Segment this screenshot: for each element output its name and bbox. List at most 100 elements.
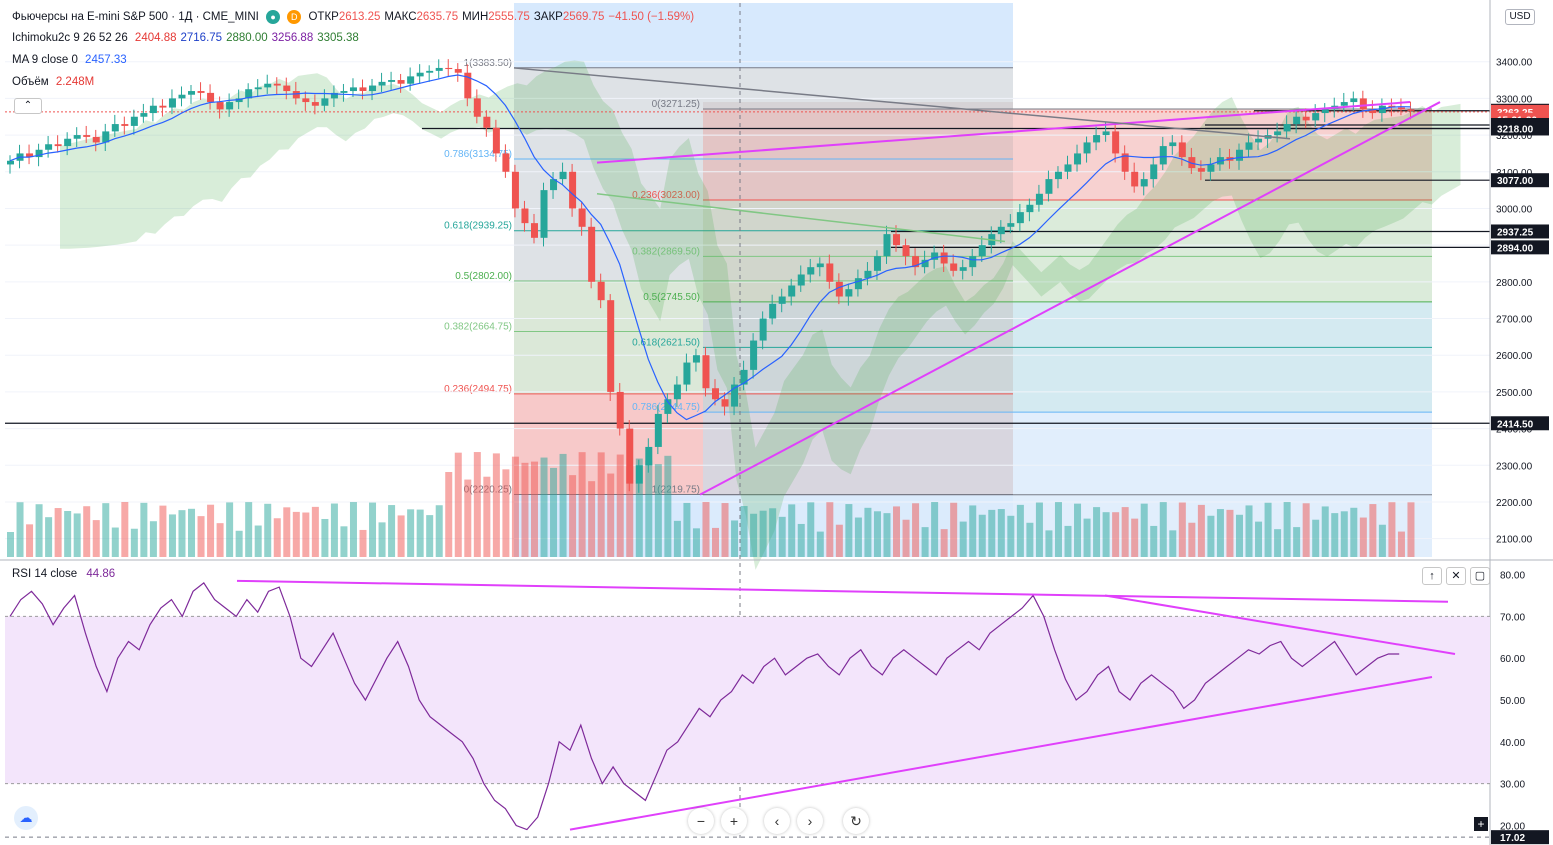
chevron-up-icon[interactable]: ⌃ xyxy=(14,98,42,114)
volume-bar xyxy=(140,502,148,557)
volume-bar xyxy=(311,506,319,557)
candle-body xyxy=(511,171,519,209)
candle-body xyxy=(588,226,596,282)
candle-body xyxy=(26,153,34,158)
candle-body xyxy=(788,285,796,297)
volume-bar xyxy=(121,502,129,557)
candle-body xyxy=(330,92,338,99)
volume-bar xyxy=(616,454,624,557)
volume-legend[interactable]: Объём 2.248M xyxy=(12,76,98,88)
candle-body xyxy=(1102,131,1110,136)
candle-body xyxy=(1321,109,1329,114)
candle-body xyxy=(130,116,138,126)
reset-icon[interactable]: ↻ xyxy=(843,808,869,834)
ichimoku-label: Ichimoku2c 9 26 52 26 xyxy=(12,32,128,44)
volume-bar xyxy=(159,505,167,557)
candle-body xyxy=(502,153,510,172)
candle-body xyxy=(407,76,415,84)
candle-body xyxy=(1359,98,1367,110)
candle-body xyxy=(149,105,157,114)
candle-body xyxy=(721,399,729,407)
fib-left-label-2: 0.618(2939.25) xyxy=(444,221,512,232)
volume-bar xyxy=(16,502,24,557)
ohlc-3: ЗАКР xyxy=(533,11,563,24)
ichimoku-value-2: 2880.00 xyxy=(226,32,268,44)
candle-body xyxy=(1112,131,1120,154)
candle-body xyxy=(664,399,672,414)
ma-line xyxy=(9,74,1411,421)
volume-bar xyxy=(1321,506,1329,557)
candle-body xyxy=(969,256,977,268)
rsi-tick-4: 60.00 xyxy=(1500,654,1525,665)
trend-line-grey xyxy=(513,67,1291,140)
price-label-5: 3077.00 xyxy=(1497,176,1534,187)
volume-bar xyxy=(35,504,43,557)
volume-bar xyxy=(530,461,538,557)
volume-bar xyxy=(997,509,1005,557)
volume-bar xyxy=(464,479,472,557)
volume-bar xyxy=(83,506,91,557)
candle-body xyxy=(92,136,100,143)
volume-bar xyxy=(1235,514,1243,557)
rsi-legend[interactable]: RSI 14 close 44.86 xyxy=(12,568,115,580)
candle-body xyxy=(597,281,605,301)
candle-body xyxy=(997,226,1005,235)
fib-right-label-2: 0.382(2869.50) xyxy=(632,246,700,257)
candle-body xyxy=(235,98,243,103)
zoom-out-icon[interactable]: − xyxy=(688,808,714,834)
price-label-4: 3218.00 xyxy=(1497,124,1534,135)
candle-body xyxy=(1131,171,1139,187)
price-label-8: 2414.50 xyxy=(1497,419,1534,430)
ichimoku-legend[interactable]: Ichimoku2c 9 26 52 26 2404.88 2716.75 2880… xyxy=(12,32,367,44)
volume-bar xyxy=(1121,507,1129,557)
currency-button[interactable]: USD xyxy=(1505,9,1535,25)
candle-body xyxy=(140,113,148,117)
candle-body xyxy=(435,67,443,71)
volume-bar xyxy=(388,505,396,557)
zoom-in-icon[interactable]: + xyxy=(721,808,747,834)
candle-body xyxy=(1064,164,1072,172)
candle-body xyxy=(873,256,881,271)
volume-bar xyxy=(1197,504,1205,557)
candle-body xyxy=(578,208,586,227)
fib-right-label-3: 0.5(2745.50) xyxy=(643,292,700,303)
volume-bar xyxy=(931,502,939,557)
candle-body xyxy=(635,465,643,484)
volume-bar xyxy=(1245,505,1253,557)
candle-body xyxy=(1350,98,1358,103)
candle-body xyxy=(826,263,834,282)
volume-bar xyxy=(1312,519,1320,557)
volume-bar xyxy=(302,512,310,557)
volume-bar xyxy=(292,511,300,557)
volume-bar xyxy=(378,522,386,557)
rsi-close-icon[interactable]: ✕ xyxy=(1446,567,1466,585)
volume-bar xyxy=(588,481,596,557)
candle-body xyxy=(283,85,291,92)
volume-bar xyxy=(1140,503,1148,557)
candle-body xyxy=(797,274,805,286)
rsi-maximize-icon[interactable]: ▢ xyxy=(1470,567,1490,585)
scroll-right-icon[interactable]: › xyxy=(797,808,823,834)
volume-bar xyxy=(683,502,691,557)
candle-body xyxy=(302,98,310,103)
candle-body xyxy=(1407,109,1415,111)
volume-bar xyxy=(521,462,529,557)
volume-bar xyxy=(92,520,100,557)
ma-legend[interactable]: MA 9 close 0 2457.33 xyxy=(12,54,131,66)
candle-body xyxy=(1074,153,1082,165)
scroll-left-icon[interactable]: ‹ xyxy=(764,808,790,834)
tradingview-logo-icon[interactable]: ☁ xyxy=(14,806,38,830)
volume-bar xyxy=(197,516,205,557)
volume-bar xyxy=(645,460,653,557)
candle-body xyxy=(902,245,910,257)
rsi-move-up-icon[interactable]: ↑ xyxy=(1422,567,1442,585)
add-plus-icon[interactable]: + xyxy=(1474,817,1488,831)
candle-body xyxy=(864,270,872,279)
candle-body xyxy=(311,102,319,106)
candle-body xyxy=(692,355,700,363)
volume-bar xyxy=(1359,517,1367,557)
volume-bar xyxy=(816,531,824,557)
volume-bar xyxy=(845,504,853,557)
volume-bar xyxy=(626,466,634,557)
